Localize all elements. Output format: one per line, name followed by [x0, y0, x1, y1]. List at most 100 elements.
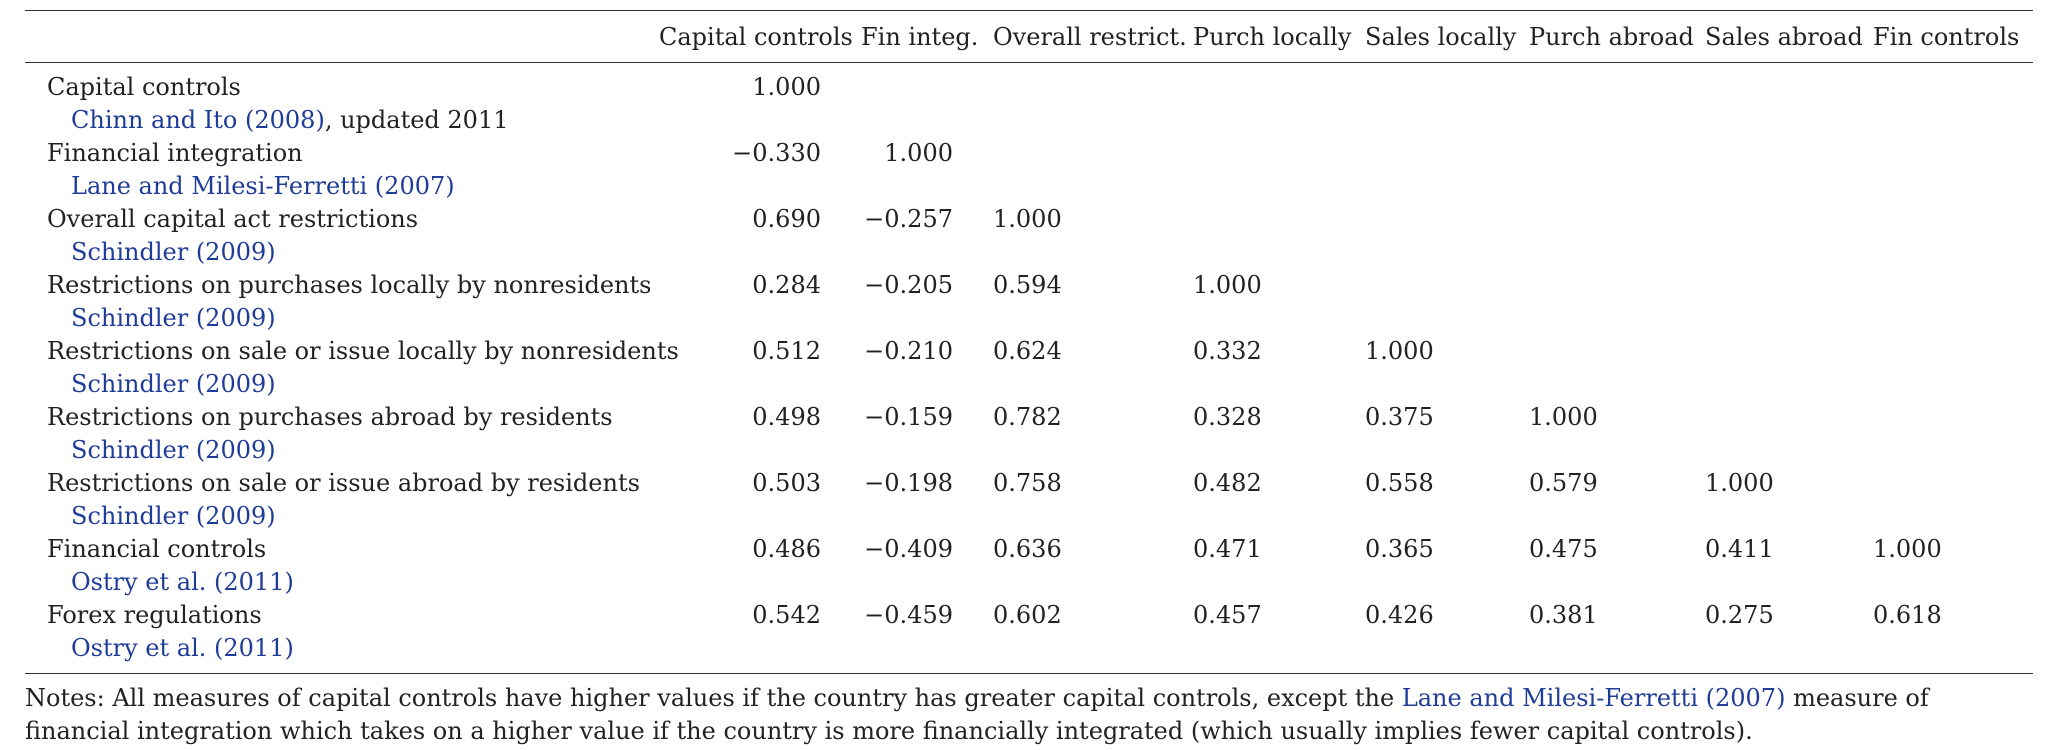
- value-cell: 0.498: [752, 402, 821, 431]
- value-cell: 0.284: [752, 270, 821, 299]
- value-cell: [993, 137, 1193, 203]
- row-citation-line: Ostry et al. (2011): [47, 566, 659, 599]
- value-cell: [1365, 137, 1529, 203]
- table-row: Financial integration Lane and Milesi-Fer…: [25, 137, 2033, 203]
- value-cell: 0.457: [1193, 600, 1262, 629]
- value-cell: −0.330: [732, 138, 821, 167]
- table-row: Capital controls Chinn and Ito (2008), up…: [25, 62, 2033, 137]
- value-cell: [1193, 137, 1365, 203]
- value-cell: 1.000: [884, 138, 953, 167]
- row-citation-line: Chinn and Ito (2008), updated 2011: [47, 104, 659, 137]
- row-citation-link[interactable]: Chinn and Ito (2008): [71, 105, 325, 134]
- row-label-cell: Overall capital act restrictions Schindle…: [25, 203, 659, 269]
- value-cell: [1705, 335, 1873, 401]
- header-cell-overall-restrict: Overall restrict.: [993, 11, 1193, 63]
- value-cell: [1873, 335, 2033, 401]
- table-body: Capital controls Chinn and Ito (2008), up…: [25, 62, 2033, 674]
- row-citation-line: Schindler (2009): [47, 434, 659, 467]
- notes-citation-link[interactable]: Lane and Milesi-Ferretti (2007): [1401, 684, 1786, 712]
- row-citation-link[interactable]: Schindler (2009): [71, 501, 276, 530]
- correlation-table-container: Capital controls Fin integ. Overall rest…: [25, 10, 2033, 674]
- value-cell: −0.210: [864, 336, 953, 365]
- value-cell: 0.375: [1365, 402, 1434, 431]
- row-citation-line: Schindler (2009): [47, 302, 659, 335]
- value-cell: [1529, 62, 1705, 137]
- value-cell: 0.426: [1365, 600, 1434, 629]
- value-cell: [1529, 269, 1705, 335]
- value-cell: 0.411: [1705, 534, 1774, 563]
- value-cell: [1705, 62, 1873, 137]
- row-citation-line: Ostry et al. (2011): [47, 632, 659, 665]
- value-cell: [1529, 137, 1705, 203]
- row-label: Financial controls: [47, 534, 267, 563]
- row-label: Restrictions on purchases locally by non…: [47, 270, 652, 299]
- value-cell: 0.558: [1365, 468, 1434, 497]
- header-cell-capital-controls: Capital controls: [659, 11, 861, 63]
- table-header-row: Capital controls Fin integ. Overall rest…: [25, 10, 2033, 63]
- value-cell: [1873, 203, 2033, 269]
- value-cell: 0.579: [1529, 468, 1598, 497]
- row-citation-line: Schindler (2009): [47, 368, 659, 401]
- value-cell: 0.365: [1365, 534, 1434, 563]
- table-row: Restrictions on sale or issue abroad by …: [25, 467, 2033, 533]
- header-cell-sales-abroad: Sales abroad: [1705, 11, 1873, 63]
- value-cell: [1873, 401, 2033, 467]
- value-cell: [1873, 269, 2033, 335]
- notes-prefix: Notes: All measures of capital controls …: [25, 684, 1402, 712]
- value-cell: 0.602: [993, 600, 1062, 629]
- row-label-cell: Restrictions on sale or issue locally by…: [25, 335, 679, 401]
- value-cell: [1529, 335, 1705, 401]
- row-label-cell: Restrictions on purchases locally by non…: [25, 269, 659, 335]
- row-label-cell: Financial controls Ostry et al. (2011): [25, 533, 659, 599]
- row-citation-link[interactable]: Schindler (2009): [71, 303, 276, 332]
- value-cell: −0.257: [864, 204, 953, 233]
- row-citation-suffix: , updated 2011: [324, 105, 509, 134]
- row-label: Financial integration: [47, 138, 303, 167]
- value-cell: 0.512: [752, 336, 821, 365]
- value-cell: [1705, 203, 1873, 269]
- header-cell-purch-abroad: Purch abroad: [1529, 11, 1705, 63]
- row-citation-link[interactable]: Ostry et al. (2011): [71, 567, 294, 596]
- row-citation-link[interactable]: Schindler (2009): [71, 369, 276, 398]
- value-cell: −0.409: [864, 534, 953, 563]
- value-cell: 1.000: [1529, 402, 1598, 431]
- value-cell: 1.000: [1365, 336, 1434, 365]
- row-citation-link[interactable]: Ostry et al. (2011): [71, 633, 294, 662]
- row-citation-link[interactable]: Lane and Milesi-Ferretti (2007): [71, 171, 455, 200]
- value-cell: [1705, 269, 1873, 335]
- value-cell: [1365, 62, 1529, 137]
- row-label: Overall capital act restrictions: [47, 204, 419, 233]
- value-cell: −0.198: [864, 468, 953, 497]
- table-row: Overall capital act restrictions Schindle…: [25, 203, 2033, 269]
- table-row: Restrictions on purchases abroad by resi…: [25, 401, 2033, 467]
- row-label: Forex regulations: [47, 600, 262, 629]
- row-label: Capital controls: [47, 72, 241, 101]
- value-cell: 1.000: [752, 72, 821, 101]
- value-cell: 0.275: [1705, 600, 1774, 629]
- value-cell: 1.000: [1873, 534, 1942, 563]
- row-citation-link[interactable]: Schindler (2009): [71, 435, 276, 464]
- row-citation-link[interactable]: Schindler (2009): [71, 237, 276, 266]
- value-cell: [1193, 203, 1365, 269]
- value-cell: [1873, 62, 2033, 137]
- value-cell: 0.471: [1193, 534, 1262, 563]
- row-label: Restrictions on sale or issue abroad by …: [47, 468, 640, 497]
- value-cell: [1705, 401, 1873, 467]
- value-cell: 0.782: [993, 402, 1062, 431]
- table-row: Forex regulations Ostry et al. (2011) 0.54…: [25, 599, 2033, 674]
- header-cell: [25, 11, 659, 63]
- row-citation-line: Schindler (2009): [47, 500, 659, 533]
- value-cell: [1365, 203, 1529, 269]
- value-cell: 0.594: [993, 270, 1062, 299]
- table-row: Restrictions on purchases locally by non…: [25, 269, 2033, 335]
- value-cell: [1873, 137, 2033, 203]
- row-label-cell: Restrictions on purchases abroad by resi…: [25, 401, 659, 467]
- table-row: Restrictions on sale or issue locally by…: [25, 335, 2033, 401]
- header-cell-sales-locally: Sales locally: [1365, 11, 1529, 63]
- correlation-table: Capital controls Fin integ. Overall rest…: [25, 10, 2033, 674]
- value-cell: [1705, 137, 1873, 203]
- value-cell: 0.328: [1193, 402, 1262, 431]
- header-cell-fin-integ: Fin integ.: [861, 11, 993, 63]
- value-cell: 0.381: [1529, 600, 1598, 629]
- value-cell: [1529, 203, 1705, 269]
